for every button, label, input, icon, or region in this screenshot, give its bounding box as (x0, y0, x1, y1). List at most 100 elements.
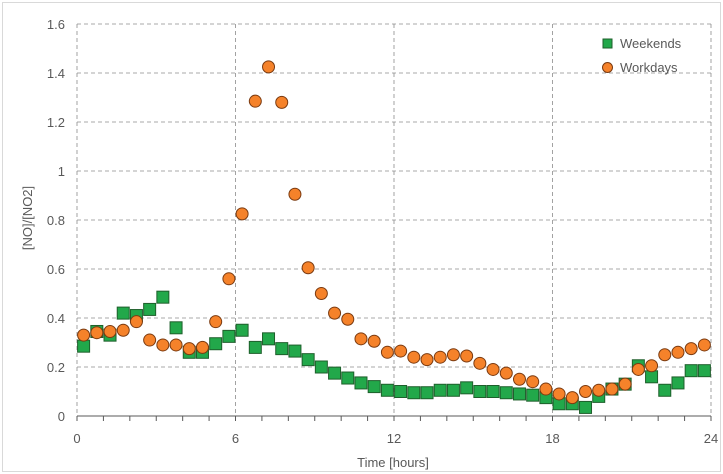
weekends-point (697, 364, 711, 378)
x-tick-label: 18 (545, 431, 559, 446)
weekends-point (658, 383, 672, 397)
weekends-point (275, 342, 289, 356)
series-weekends (77, 290, 711, 414)
workdays-point (103, 324, 117, 338)
y-tick-label: 1 (58, 164, 65, 179)
x-tick-label: 0 (73, 431, 80, 446)
workdays-point (579, 385, 593, 398)
legend: Weekends Workdays (602, 36, 682, 75)
workdays-point (407, 350, 421, 364)
workdays-point (539, 382, 553, 396)
workdays-point (433, 350, 447, 364)
weekends-point (314, 360, 328, 374)
weekends-point (301, 353, 315, 367)
y-tick-label: 0 (58, 409, 65, 424)
weekends-point (222, 329, 236, 343)
workdays-point (328, 306, 342, 320)
workdays-point (526, 375, 540, 389)
workdays-point (552, 387, 566, 401)
grid-lines (76, 23, 712, 416)
y-tick-label: 1.6 (47, 17, 65, 32)
workdays-point (314, 287, 328, 300)
weekends-point (341, 371, 355, 385)
weekends-point (684, 364, 698, 378)
y-tick-label: 0.8 (47, 213, 65, 228)
workdays-point (486, 362, 500, 376)
weekends-point (433, 383, 447, 397)
workdays-point (77, 328, 91, 342)
workdays-point (235, 207, 249, 221)
x-tick-label: 24 (704, 431, 718, 446)
weekends-point (156, 290, 170, 304)
weekends-point (420, 386, 434, 400)
weekends-point (380, 383, 394, 397)
legend-label-workdays: Workdays (620, 60, 678, 75)
y-tick-label: 0.2 (47, 360, 65, 375)
x-axis-title: Time [hours] (357, 455, 429, 470)
axes (76, 415, 712, 421)
workdays-point (420, 353, 434, 367)
workdays-point (143, 333, 157, 347)
workdays-point (645, 359, 659, 373)
legend-marker-weekends (602, 38, 613, 49)
workdays-point (512, 372, 526, 386)
weekends-point (645, 370, 659, 384)
weekends-point (394, 385, 408, 398)
weekends-point (526, 388, 540, 402)
weekends-point (446, 383, 460, 397)
workdays-point (473, 356, 487, 370)
workdays-point (697, 338, 711, 352)
weekends-point (367, 380, 381, 394)
weekends-point (407, 386, 421, 400)
y-tick-label: 0.4 (47, 311, 65, 326)
workdays-point (209, 315, 223, 329)
weekends-point (209, 337, 223, 351)
weekends-point (328, 366, 342, 380)
workdays-point (116, 323, 130, 337)
workdays-point (367, 334, 381, 348)
workdays-point (275, 95, 289, 109)
weekends-point (143, 302, 157, 316)
workdays-point (565, 391, 579, 405)
workdays-point (288, 187, 302, 201)
legend-label-weekends: Weekends (620, 36, 682, 51)
workdays-point (301, 261, 315, 275)
weekends-point (671, 376, 685, 390)
workdays-point (248, 94, 262, 108)
workdays-point (354, 332, 368, 346)
y-tick-label: 1.2 (47, 115, 65, 130)
workdays-point (195, 340, 209, 354)
x-tick-label: 12 (387, 431, 401, 446)
weekends-point (354, 376, 368, 390)
workdays-point (129, 315, 143, 329)
workdays-point (658, 348, 672, 362)
workdays-point (169, 338, 183, 352)
workdays-point (671, 345, 685, 359)
legend-marker-workdays (602, 62, 613, 73)
workdays-point (90, 326, 104, 340)
workdays-point (380, 345, 394, 359)
workdays-point (618, 377, 632, 391)
weekends-point (262, 332, 276, 346)
workdays-point (499, 366, 513, 380)
weekends-point (512, 387, 526, 401)
weekends-point (579, 400, 593, 414)
weekends-point (248, 340, 262, 354)
weekends-point (486, 385, 500, 398)
weekends-point (77, 339, 91, 353)
workdays-point (262, 60, 276, 74)
workdays-point (156, 338, 170, 352)
workdays-point (446, 348, 460, 362)
workdays-point (605, 382, 619, 396)
weekends-point (473, 385, 487, 398)
tick-labels: 0 0.2 0.4 0.6 0.8 1 1.2 1.4 1.6 0 6 12 18 24 (47, 17, 718, 446)
workdays-point (394, 344, 408, 358)
workdays-point (631, 362, 645, 376)
weekends-point (288, 344, 302, 358)
weekends-point (460, 381, 474, 395)
y-tick-label: 1.4 (47, 66, 65, 81)
workdays-point (341, 312, 355, 326)
workdays-point (222, 272, 236, 286)
workdays-point (182, 342, 196, 356)
